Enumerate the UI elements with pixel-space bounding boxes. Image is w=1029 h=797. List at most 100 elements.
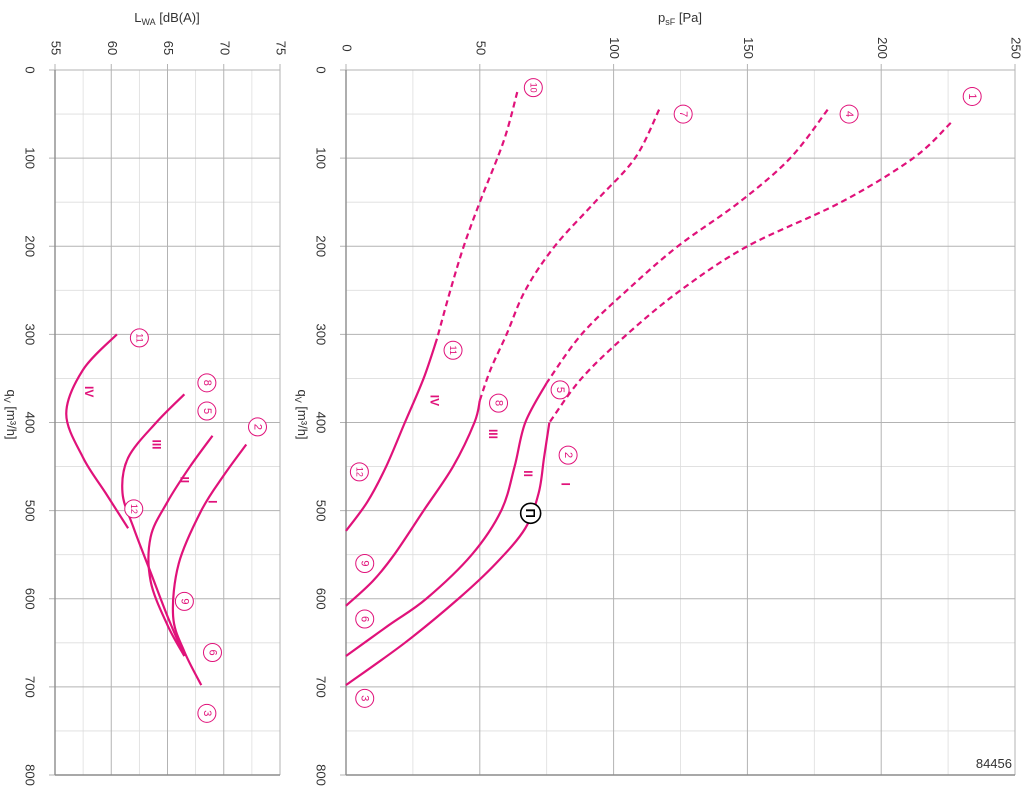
panel-1-point-label-circle bbox=[248, 417, 267, 437]
panel-2-point-label-6: 6 bbox=[355, 609, 375, 629]
panel-2-x-tick-label: 700 bbox=[314, 676, 329, 698]
panel-2-series-iii-solid bbox=[345, 400, 481, 607]
panel-1-series-iii-solid bbox=[121, 393, 186, 657]
panel-2-point-label-12: 12 bbox=[349, 462, 369, 482]
grid-layer bbox=[49, 64, 1016, 776]
panel-2-point-label-1: 1 bbox=[962, 86, 982, 106]
panel-2-y-tick-label: 50 bbox=[473, 41, 488, 55]
panel-1-point-label-11: 11 bbox=[129, 328, 149, 348]
panel-2-point-label-5: 5 bbox=[550, 380, 570, 400]
panel-2-point-label-circle bbox=[839, 104, 859, 124]
panel-2-point-label-text: 9 bbox=[359, 560, 371, 566]
panel-2-point-label-7: 7 bbox=[673, 104, 693, 124]
panel-1-y-tick-label: 70 bbox=[217, 41, 232, 55]
panel-2-point-label-3: 3 bbox=[355, 688, 375, 708]
panel-2-point-label-circle bbox=[443, 340, 463, 360]
panel-2-operating-point-marker: Π bbox=[519, 502, 542, 525]
panel-1-point-label-text: 5 bbox=[201, 408, 213, 414]
panel-1-series-ii-solid bbox=[147, 435, 214, 657]
panel-1-point-label-text: 3 bbox=[201, 710, 213, 716]
panel-2-point-label-text: 6 bbox=[359, 616, 371, 622]
panel-1-point-label-text: 8 bbox=[201, 380, 213, 386]
panel-2-point-label-text: 12 bbox=[354, 467, 364, 477]
panel-2-point-label-9: 9 bbox=[355, 554, 375, 573]
panel-2-series-iv-solid bbox=[345, 338, 439, 532]
panel-1-point-label-text: 9 bbox=[178, 598, 190, 604]
panel-2-point-label-circle bbox=[673, 104, 693, 124]
panel-2-point-label-circle bbox=[489, 393, 509, 413]
panel-2-marker-circle bbox=[519, 502, 542, 525]
panel-2-curve-label-iii: III bbox=[486, 429, 500, 439]
panel-2-point-label-text: 3 bbox=[359, 695, 371, 701]
panel-1-point-label-circle bbox=[129, 328, 149, 348]
panel-1-y-tick-label: 65 bbox=[161, 41, 176, 55]
panel-1-point-label-text: 2 bbox=[252, 424, 264, 430]
panel-1-x-tick-label: 700 bbox=[23, 676, 38, 698]
panel-1-series-iv-solid bbox=[65, 333, 130, 529]
panel-2-point-label-10: 10 bbox=[523, 78, 543, 98]
panel-2-series-iv-dashed bbox=[435, 91, 519, 340]
panel-1-y-tick-label: 55 bbox=[49, 41, 64, 55]
panel-1-x-tick-label: 800 bbox=[23, 764, 38, 786]
panel-1-curve-label-ii: II bbox=[177, 476, 191, 483]
panel-1-x-axis-title: qV [m³/h] bbox=[2, 389, 19, 439]
panel-1-point-label-circle bbox=[203, 643, 222, 663]
panel-1-point-label-text: 11 bbox=[134, 333, 144, 342]
panel-2-x-tick-label: 400 bbox=[314, 412, 329, 434]
panel-1-point-label-text: 12 bbox=[129, 504, 139, 514]
panel-1-point-label-text: 6 bbox=[207, 649, 219, 655]
panel-2-point-label-circle bbox=[355, 688, 375, 708]
panel-2-point-label-circle bbox=[355, 554, 375, 573]
panel-1-point-label-circle bbox=[197, 401, 217, 421]
panel-2-point-label-circle bbox=[550, 380, 570, 400]
panel-1-x-tick-label: 300 bbox=[23, 324, 38, 346]
panel-2-point-label-4: 4 bbox=[839, 104, 859, 124]
panel-2-point-label-text: 7 bbox=[677, 111, 689, 117]
panel-1-y-tick-label: 60 bbox=[105, 41, 120, 55]
panel-1-x-tick-label: 200 bbox=[23, 235, 38, 257]
panel-1-point-label-3: 3 bbox=[197, 703, 217, 723]
panel-2-marker-symbol: Π bbox=[523, 509, 538, 518]
panel-2-x-tick-label: 500 bbox=[314, 500, 329, 522]
panel-2-point-label-circle bbox=[523, 78, 543, 98]
panel-2-point-label-text: 4 bbox=[843, 111, 855, 117]
panel-2-x-tick-label: 800 bbox=[314, 764, 329, 786]
figure-id-label: 84456 bbox=[976, 756, 1012, 771]
panel-1-x-tick-label: 400 bbox=[23, 412, 38, 434]
panel-2-curve-label-iv: IV bbox=[427, 395, 441, 406]
panel-2-point-label-circle bbox=[355, 609, 375, 629]
panel-2-point-label-2: 2 bbox=[558, 445, 578, 465]
panel-1-curve-label-iii: III bbox=[149, 440, 163, 450]
panel-2-point-label-text: 8 bbox=[493, 400, 505, 406]
panel-2-point-label-circle bbox=[558, 445, 578, 465]
panel-1-x-tick-label: 600 bbox=[23, 588, 38, 610]
panel-2-point-label-11: 11 bbox=[443, 340, 463, 360]
panel-2-curve-label-i: I bbox=[558, 483, 572, 486]
panel-2-point-label-text: 5 bbox=[554, 387, 566, 393]
panel-1-series-i-solid bbox=[171, 443, 248, 686]
panel-2-y-tick-label: 0 bbox=[340, 44, 355, 51]
panel-2-y-tick-label: 250 bbox=[1009, 37, 1024, 59]
panel-2-point-label-circle bbox=[962, 86, 982, 106]
panel-1-point-label-2: 2 bbox=[248, 417, 267, 437]
panel-1-point-label-circle bbox=[124, 499, 144, 519]
panel-2-point-label-text: 1 bbox=[966, 93, 978, 99]
panel-2-y-axis-title: psF [Pa] bbox=[658, 10, 702, 27]
panel-2-series-i-dashed bbox=[548, 122, 952, 424]
panel-2-y-tick-label: 100 bbox=[607, 37, 622, 59]
panel-1-point-label-8: 8 bbox=[197, 373, 217, 393]
panel-1-x-tick-label: 100 bbox=[23, 147, 38, 169]
panel-2-y-tick-label: 200 bbox=[875, 37, 890, 59]
panel-2-x-axis-title: qV [m³/h] bbox=[293, 389, 310, 439]
panel-2-series-ii-dashed bbox=[545, 108, 829, 384]
panel-2-point-label-8: 8 bbox=[489, 393, 509, 413]
panel-1-y-axis-title: LWA [dB(A)] bbox=[134, 10, 199, 27]
panel-2-point-label-text: 10 bbox=[528, 83, 538, 93]
panel-2-x-tick-label: 0 bbox=[314, 66, 329, 73]
panel-1-point-label-circle bbox=[197, 373, 217, 393]
panel-2-y-tick-label: 150 bbox=[741, 37, 756, 59]
panel-1-point-label-6: 6 bbox=[203, 643, 222, 663]
panel-2-series-ii-solid bbox=[345, 382, 548, 657]
